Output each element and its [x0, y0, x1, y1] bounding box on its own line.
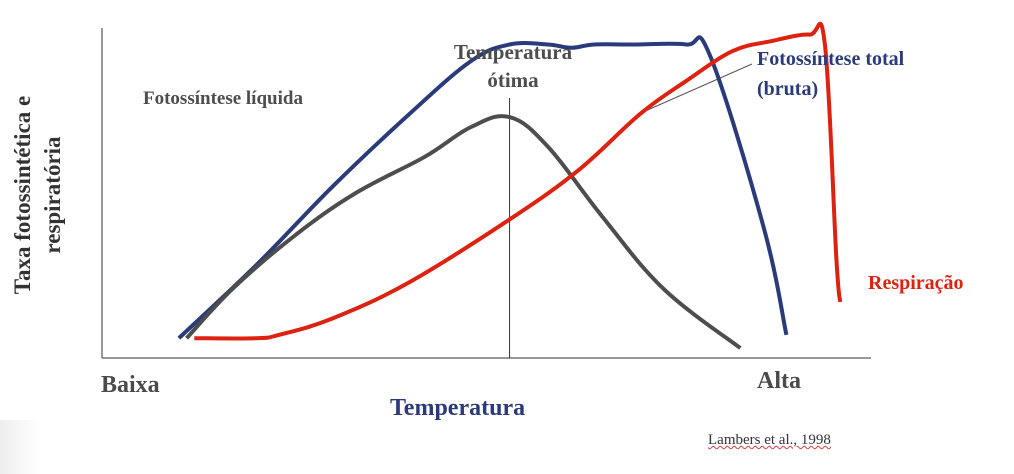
- series-line-net-photosynthesis: [185, 114, 742, 350]
- series-label-gross-photosynthesis: Fotossíntese total (bruta): [757, 44, 904, 104]
- optimum-temperature-label: Temperatura ótima: [438, 38, 588, 94]
- gross-label-line1: Fotossíntese total: [757, 48, 905, 70]
- gross-label-line2: (bruta): [757, 78, 819, 100]
- background-shade: [0, 420, 40, 474]
- optimum-label-line2: ótima: [487, 68, 539, 92]
- series-label-respiration: Respiração: [868, 272, 964, 294]
- gross-label-leader-line: [642, 63, 753, 113]
- x-axis-label: Temperatura: [390, 395, 526, 421]
- series-line-gross-photosynthesis: [177, 35, 789, 340]
- source-citation: Lambers et al., 1998: [708, 432, 831, 449]
- axes: [101, 28, 871, 359]
- series-label-net-photosynthesis: Fotossíntese líquida: [143, 88, 303, 109]
- y-axis-label: Taxa fotossintética e respiratória: [8, 35, 68, 355]
- series-line-respiration: [194, 21, 843, 341]
- x-tick-low: Baixa: [101, 372, 160, 398]
- source-text: Lambers et al., 1998: [708, 432, 831, 448]
- y-axis-label-line2: respiratória: [40, 136, 65, 254]
- x-tick-high: Alta: [757, 368, 801, 394]
- series-layer: [177, 21, 843, 350]
- y-axis-label-line1: Taxa fotossintética e: [10, 95, 35, 295]
- optimum-label-line1: Temperatura: [453, 40, 573, 64]
